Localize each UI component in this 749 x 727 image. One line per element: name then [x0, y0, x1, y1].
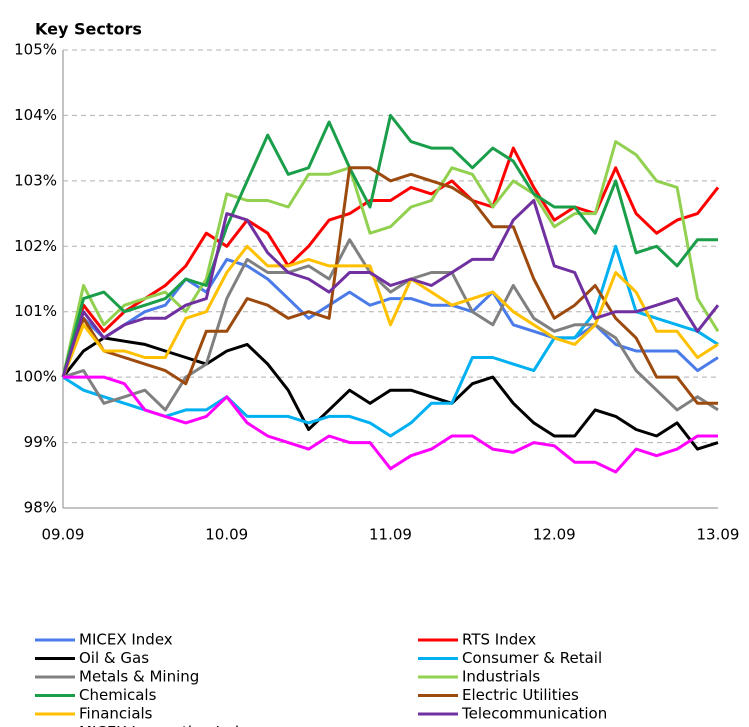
legend-label: Electric Utilities: [462, 686, 579, 704]
series-line: [61, 257, 719, 378]
series-line: [62, 238, 719, 412]
legend-label: MICEX Index: [79, 631, 173, 649]
x-tick-label: 13.09: [697, 526, 740, 544]
y-tick-label: 102%: [14, 237, 57, 255]
series-line: [61, 199, 720, 378]
legend-label: Consumer & Retail: [462, 649, 602, 667]
series-line: [61, 244, 719, 378]
series-line: [61, 166, 718, 405]
x-tick-label: 10.09: [205, 526, 248, 544]
chart-title: Key Sectors: [35, 20, 142, 39]
series-line: [61, 146, 720, 378]
legend-label: Oil & Gas: [79, 649, 149, 667]
y-tick-label: 98%: [24, 499, 57, 517]
x-tick-label: 12.09: [533, 526, 576, 544]
y-tick-label: 103%: [14, 171, 57, 189]
y-tick-label: 105%: [14, 41, 57, 59]
legend-label: Chemicals: [79, 686, 157, 704]
y-tick-label: 100%: [14, 368, 57, 386]
x-tick-label: 11.09: [369, 526, 412, 544]
series-line: [61, 336, 719, 451]
y-tick-label: 99%: [24, 433, 57, 451]
y-tick-label: 101%: [14, 302, 57, 320]
series-line: [63, 375, 718, 474]
legend-label: Industrials: [462, 668, 540, 686]
series-line: [62, 244, 719, 438]
legend-label: Financials: [79, 705, 153, 723]
legend-label: MICEX Innovation Index: [79, 723, 257, 727]
series-line: [61, 113, 718, 378]
series-line: [61, 140, 720, 378]
x-tick-label: 09.09: [42, 526, 85, 544]
legend-label: Telecommunication: [461, 705, 607, 723]
legend-label: Metals & Mining: [79, 668, 199, 686]
y-tick-label: 104%: [14, 106, 57, 124]
legend-label: RTS Index: [462, 631, 536, 649]
